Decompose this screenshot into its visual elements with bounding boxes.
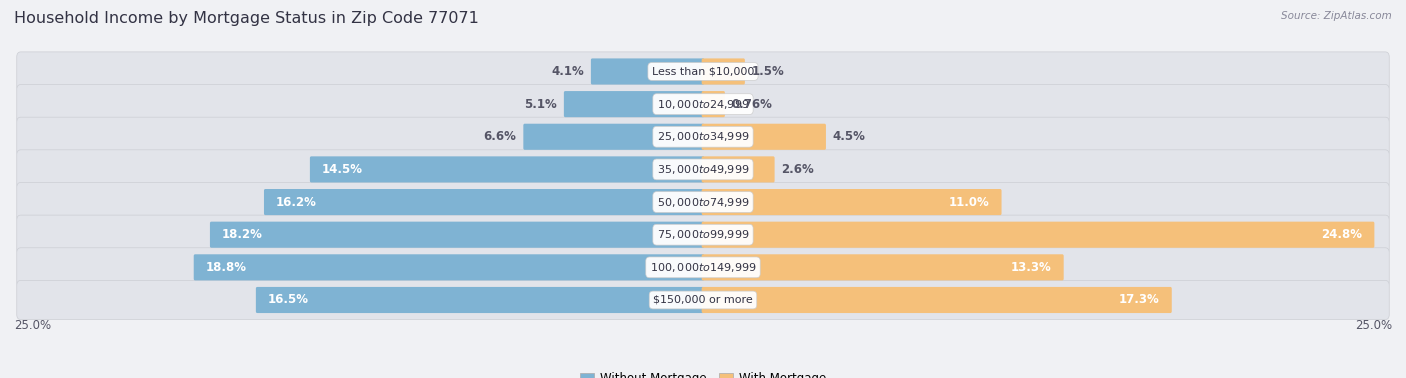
FancyBboxPatch shape: [702, 59, 745, 85]
FancyBboxPatch shape: [17, 215, 1389, 254]
FancyBboxPatch shape: [702, 189, 1001, 215]
FancyBboxPatch shape: [209, 222, 704, 248]
FancyBboxPatch shape: [702, 222, 1375, 248]
FancyBboxPatch shape: [17, 248, 1389, 287]
Text: $100,000 to $149,999: $100,000 to $149,999: [650, 261, 756, 274]
FancyBboxPatch shape: [17, 85, 1389, 124]
FancyBboxPatch shape: [309, 156, 704, 183]
Legend: Without Mortgage, With Mortgage: Without Mortgage, With Mortgage: [575, 367, 831, 378]
Text: 24.8%: 24.8%: [1322, 228, 1362, 241]
FancyBboxPatch shape: [702, 254, 1064, 280]
Text: 18.8%: 18.8%: [205, 261, 247, 274]
FancyBboxPatch shape: [702, 91, 725, 117]
FancyBboxPatch shape: [564, 91, 704, 117]
Text: 13.3%: 13.3%: [1011, 261, 1052, 274]
FancyBboxPatch shape: [264, 189, 704, 215]
FancyBboxPatch shape: [17, 150, 1389, 189]
Text: 1.5%: 1.5%: [752, 65, 785, 78]
FancyBboxPatch shape: [702, 287, 1171, 313]
Text: 4.1%: 4.1%: [551, 65, 583, 78]
FancyBboxPatch shape: [523, 124, 704, 150]
Text: Less than $10,000: Less than $10,000: [652, 67, 754, 76]
Text: 6.6%: 6.6%: [484, 130, 516, 143]
Text: 2.6%: 2.6%: [782, 163, 814, 176]
Text: 16.2%: 16.2%: [276, 195, 316, 209]
Text: 14.5%: 14.5%: [322, 163, 363, 176]
Text: 4.5%: 4.5%: [832, 130, 866, 143]
Text: $50,000 to $74,999: $50,000 to $74,999: [657, 195, 749, 209]
Text: $10,000 to $24,999: $10,000 to $24,999: [657, 98, 749, 111]
FancyBboxPatch shape: [17, 280, 1389, 319]
Text: $35,000 to $49,999: $35,000 to $49,999: [657, 163, 749, 176]
FancyBboxPatch shape: [591, 59, 704, 85]
FancyBboxPatch shape: [702, 156, 775, 183]
FancyBboxPatch shape: [702, 124, 825, 150]
Text: $75,000 to $99,999: $75,000 to $99,999: [657, 228, 749, 241]
Text: $150,000 or more: $150,000 or more: [654, 295, 752, 305]
Text: 5.1%: 5.1%: [524, 98, 557, 111]
FancyBboxPatch shape: [17, 183, 1389, 222]
Text: Household Income by Mortgage Status in Zip Code 77071: Household Income by Mortgage Status in Z…: [14, 11, 479, 26]
Text: 17.3%: 17.3%: [1119, 293, 1160, 307]
Text: Source: ZipAtlas.com: Source: ZipAtlas.com: [1281, 11, 1392, 21]
FancyBboxPatch shape: [194, 254, 704, 280]
FancyBboxPatch shape: [17, 52, 1389, 91]
Text: 25.0%: 25.0%: [1355, 319, 1392, 332]
Text: $25,000 to $34,999: $25,000 to $34,999: [657, 130, 749, 143]
FancyBboxPatch shape: [256, 287, 704, 313]
Text: 11.0%: 11.0%: [949, 195, 990, 209]
FancyBboxPatch shape: [17, 117, 1389, 156]
Text: 0.76%: 0.76%: [731, 98, 772, 111]
Text: 25.0%: 25.0%: [14, 319, 51, 332]
Text: 18.2%: 18.2%: [222, 228, 263, 241]
Text: 16.5%: 16.5%: [269, 293, 309, 307]
